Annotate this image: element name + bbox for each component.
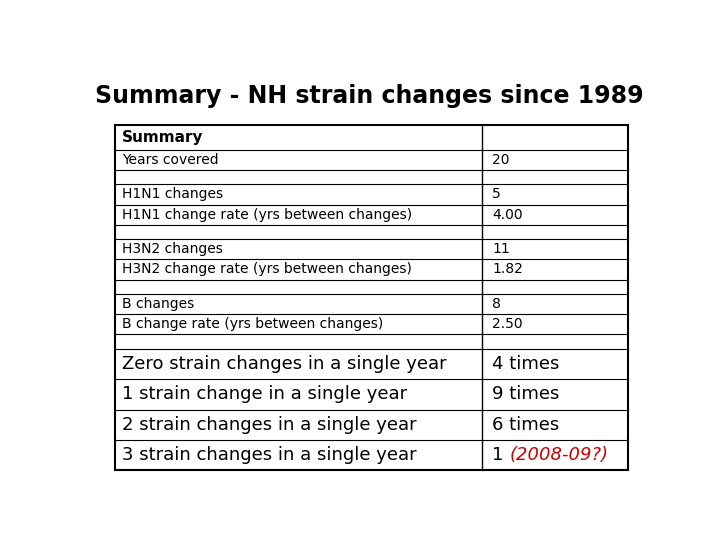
Text: (2008-09?): (2008-09?) bbox=[510, 446, 609, 464]
Text: 20: 20 bbox=[492, 153, 510, 167]
Text: H1N1 changes: H1N1 changes bbox=[122, 187, 223, 201]
Text: Summary: Summary bbox=[122, 130, 204, 145]
Text: B change rate (yrs between changes): B change rate (yrs between changes) bbox=[122, 318, 384, 332]
Text: 2 strain changes in a single year: 2 strain changes in a single year bbox=[122, 416, 417, 434]
Text: 11: 11 bbox=[492, 242, 510, 256]
Text: 5: 5 bbox=[492, 187, 501, 201]
Text: 9 times: 9 times bbox=[492, 386, 559, 403]
Text: H3N2 changes: H3N2 changes bbox=[122, 242, 223, 256]
Text: Years covered: Years covered bbox=[122, 153, 219, 167]
Text: 1 strain change in a single year: 1 strain change in a single year bbox=[122, 386, 408, 403]
Text: Zero strain changes in a single year: Zero strain changes in a single year bbox=[122, 355, 447, 373]
Text: 1: 1 bbox=[492, 446, 509, 464]
Bar bbox=[115, 125, 629, 470]
Text: 1.82: 1.82 bbox=[492, 262, 523, 276]
Text: B changes: B changes bbox=[122, 297, 194, 311]
Text: 4.00: 4.00 bbox=[492, 207, 523, 221]
Text: Summary - NH strain changes since 1989: Summary - NH strain changes since 1989 bbox=[95, 84, 643, 107]
Text: 2.50: 2.50 bbox=[492, 318, 523, 332]
Text: H3N2 change rate (yrs between changes): H3N2 change rate (yrs between changes) bbox=[122, 262, 413, 276]
Text: 8: 8 bbox=[492, 297, 501, 311]
Text: 3 strain changes in a single year: 3 strain changes in a single year bbox=[122, 446, 417, 464]
Text: 6 times: 6 times bbox=[492, 416, 559, 434]
Text: 4 times: 4 times bbox=[492, 355, 559, 373]
Text: H1N1 change rate (yrs between changes): H1N1 change rate (yrs between changes) bbox=[122, 207, 413, 221]
